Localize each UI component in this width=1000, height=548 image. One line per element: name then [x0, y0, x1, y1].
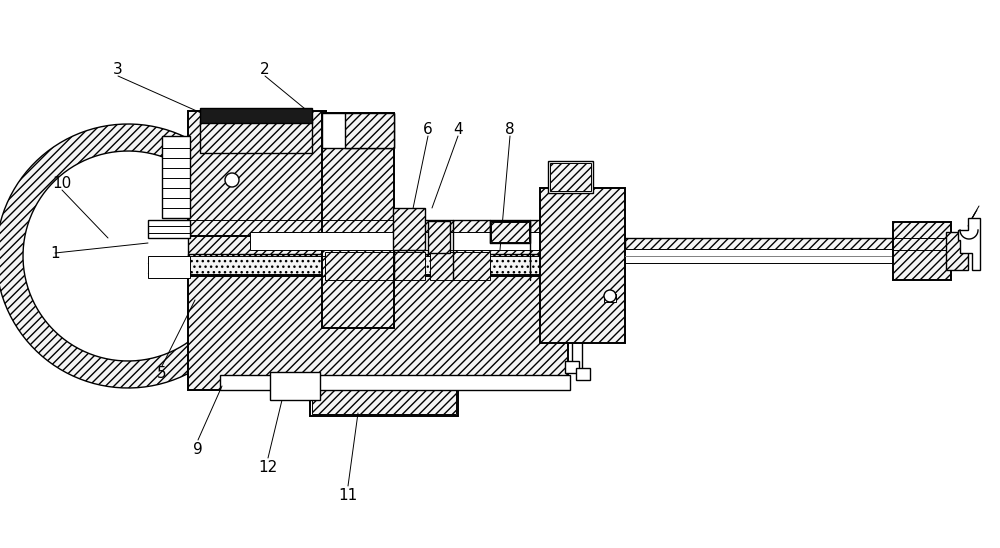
- Circle shape: [604, 290, 616, 302]
- Bar: [270, 372, 320, 400]
- Polygon shape: [958, 218, 980, 270]
- Text: 2: 2: [260, 62, 270, 77]
- Bar: [312, 390, 456, 414]
- Polygon shape: [190, 149, 213, 175]
- Bar: [148, 220, 190, 238]
- Text: 8: 8: [505, 123, 515, 138]
- Bar: [325, 252, 393, 280]
- Text: 11: 11: [338, 488, 358, 504]
- Bar: [893, 222, 951, 280]
- Bar: [188, 111, 326, 236]
- Bar: [200, 121, 312, 153]
- Text: 5: 5: [157, 366, 167, 380]
- Bar: [490, 221, 530, 243]
- Bar: [345, 113, 394, 148]
- Bar: [540, 188, 625, 343]
- Bar: [625, 238, 893, 250]
- Text: 3: 3: [113, 62, 123, 77]
- Bar: [148, 256, 190, 278]
- Circle shape: [225, 173, 239, 187]
- Bar: [250, 232, 560, 250]
- Text: 12: 12: [258, 460, 278, 476]
- Bar: [188, 254, 620, 276]
- Bar: [188, 220, 620, 256]
- Bar: [393, 208, 425, 250]
- Bar: [604, 294, 616, 302]
- Bar: [946, 232, 968, 270]
- Bar: [188, 275, 568, 390]
- Bar: [491, 222, 529, 242]
- Bar: [576, 368, 590, 380]
- Text: 1: 1: [50, 246, 60, 260]
- Bar: [625, 249, 893, 263]
- Text: 10: 10: [52, 175, 72, 191]
- Bar: [548, 161, 593, 193]
- Text: 9: 9: [193, 442, 203, 458]
- Bar: [430, 252, 490, 280]
- Bar: [322, 113, 394, 328]
- Bar: [200, 108, 312, 123]
- Bar: [220, 375, 570, 390]
- Bar: [550, 163, 591, 191]
- Bar: [162, 136, 190, 218]
- Bar: [310, 388, 458, 416]
- Bar: [393, 252, 425, 280]
- Text: 4: 4: [453, 123, 463, 138]
- Polygon shape: [0, 124, 206, 388]
- Text: 6: 6: [423, 123, 433, 138]
- Bar: [322, 113, 394, 148]
- Bar: [565, 361, 579, 373]
- Bar: [428, 221, 450, 253]
